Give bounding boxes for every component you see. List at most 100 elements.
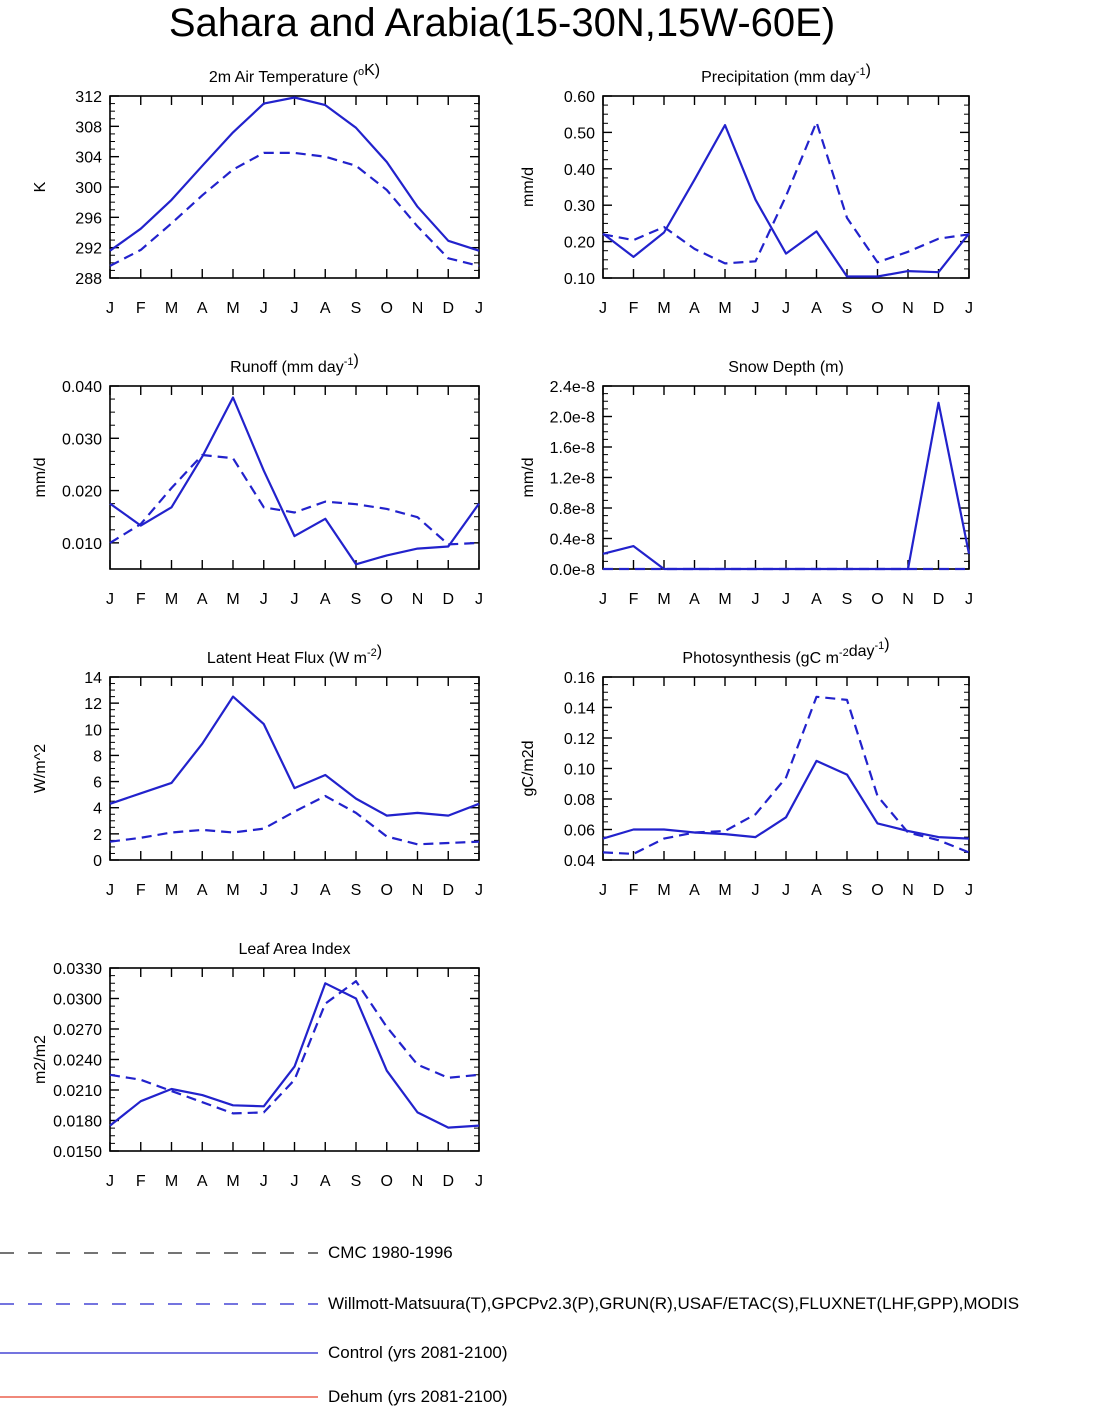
y-axis-label: mm/d (32, 458, 49, 498)
y-tick-label: 0.14 (564, 701, 595, 718)
x-tick-label: D (442, 300, 454, 317)
x-tick-label: M (657, 882, 670, 899)
title-superscript: -1 (344, 356, 354, 368)
x-tick-label: A (689, 591, 700, 608)
panel-title: 2m Air Temperature (oK) (209, 62, 380, 86)
x-tick-label: A (811, 300, 822, 317)
y-tick-label: 1.2e-8 (550, 471, 595, 488)
y-tick-label: 0.0300 (53, 992, 102, 1009)
y-tick-label: 2 (93, 827, 102, 844)
x-tick-label: J (782, 591, 790, 608)
series-line-solid (109, 982, 480, 1129)
x-tick-label: J (291, 591, 299, 608)
plot-frame-precip (602, 95, 970, 279)
y-tick-label: 2.0e-8 (550, 410, 595, 427)
x-tick-label: M (165, 300, 178, 317)
x-tick-label: S (842, 300, 853, 317)
x-tick-label: D (933, 882, 945, 899)
series-line-dashed (602, 121, 970, 265)
y-axis-label: mm/d (520, 167, 537, 207)
series-line-solid (109, 695, 480, 817)
series-line-solid (602, 759, 970, 840)
x-tick-label: F (629, 882, 639, 899)
y-tick-label: 0.020 (62, 484, 102, 501)
x-tick-label: J (260, 882, 268, 899)
x-tick-label: N (902, 591, 914, 608)
x-tick-label: D (442, 591, 454, 608)
y-axis-label: K (32, 181, 49, 192)
legend-label-1: Willmott-Matsuura(T),GPCPv2.3(P),GRUN(R)… (328, 1294, 1020, 1313)
x-tick-label: O (381, 1173, 393, 1190)
title-superscript: -2 (367, 647, 377, 659)
y-tick-label: 0.08 (564, 792, 595, 809)
x-tick-label: J (106, 882, 114, 899)
legend-swatch-1 (0, 1303, 318, 1305)
y-tick-label: 296 (75, 210, 102, 227)
series-line-dashed (602, 695, 970, 856)
y-tick-label: 0.0270 (53, 1022, 102, 1039)
x-tick-label: J (965, 591, 973, 608)
plot-frame-runoff (109, 385, 480, 570)
x-tick-label: D (442, 1173, 454, 1190)
x-tick-label: A (320, 300, 331, 317)
legend-label-2: Control (yrs 2081-2100) (328, 1343, 508, 1362)
y-tick-label: 6 (93, 775, 102, 792)
x-tick-label: O (871, 882, 883, 899)
y-tick-label: 14 (84, 670, 102, 687)
x-tick-label: J (965, 300, 973, 317)
series-line-dashed (109, 453, 480, 546)
y-tick-label: 0.10 (564, 271, 595, 288)
series-line-dashed (109, 794, 480, 846)
panel-title: Precipitation (mm day-1) (701, 62, 871, 86)
x-tick-label: S (842, 882, 853, 899)
x-tick-label: A (689, 882, 700, 899)
x-tick-label: D (933, 591, 945, 608)
x-tick-label: N (412, 300, 424, 317)
panel-title: Leaf Area Index (238, 941, 350, 958)
x-tick-label: M (165, 591, 178, 608)
x-tick-label: J (752, 591, 760, 608)
legend-swatch-3 (0, 1396, 318, 1398)
x-tick-label: J (599, 300, 607, 317)
series-line-solid (109, 96, 480, 252)
y-axis-label: gC/m2d (520, 740, 537, 796)
title-text: Snow Depth (m) (728, 359, 844, 376)
x-tick-label: D (442, 882, 454, 899)
title-superscript: o (358, 66, 364, 78)
x-tick-label: D (933, 300, 945, 317)
y-tick-label: 0.0180 (53, 1114, 102, 1131)
y-tick-label: 0.04 (564, 853, 595, 870)
y-axis-label: mm/d (520, 458, 537, 498)
x-tick-label: J (291, 300, 299, 317)
y-tick-label: 0.040 (62, 379, 102, 396)
legend-label-0: CMC 1980-1996 (328, 1243, 453, 1262)
x-tick-label: J (752, 300, 760, 317)
x-tick-label: N (412, 1173, 424, 1190)
x-tick-label: A (197, 591, 208, 608)
panel-title: Snow Depth (m) (728, 359, 844, 376)
x-tick-label: F (136, 1173, 146, 1190)
x-tick-label: O (871, 591, 883, 608)
panel-snow: J F M A M J J A S O N D J0.0e-80.4e-80.8e-81.2e-81.6… (520, 359, 973, 608)
x-tick-label: J (106, 1173, 114, 1190)
series-line-dashed (109, 980, 480, 1115)
title-text: Leaf Area Index (238, 941, 350, 958)
x-tick-label: S (351, 591, 362, 608)
x-tick-label: M (226, 1173, 239, 1190)
x-tick-label: J (475, 882, 483, 899)
x-tick-label: A (320, 591, 331, 608)
y-axis-label: W/m^2 (32, 744, 49, 793)
plot-frame-temp (109, 95, 480, 279)
title-text: ) (377, 643, 382, 660)
y-tick-label: 312 (75, 89, 102, 106)
x-tick-label: A (197, 882, 208, 899)
x-tick-label: A (197, 1173, 208, 1190)
x-tick-label: J (291, 1173, 299, 1190)
y-tick-label: 0.20 (564, 235, 595, 252)
panel-title: Latent Heat Flux (W m-2) (207, 643, 382, 667)
y-tick-label: 1.6e-8 (550, 440, 595, 457)
plot-frame-lai (109, 967, 480, 1152)
x-tick-label: M (718, 882, 731, 899)
x-tick-label: A (811, 882, 822, 899)
